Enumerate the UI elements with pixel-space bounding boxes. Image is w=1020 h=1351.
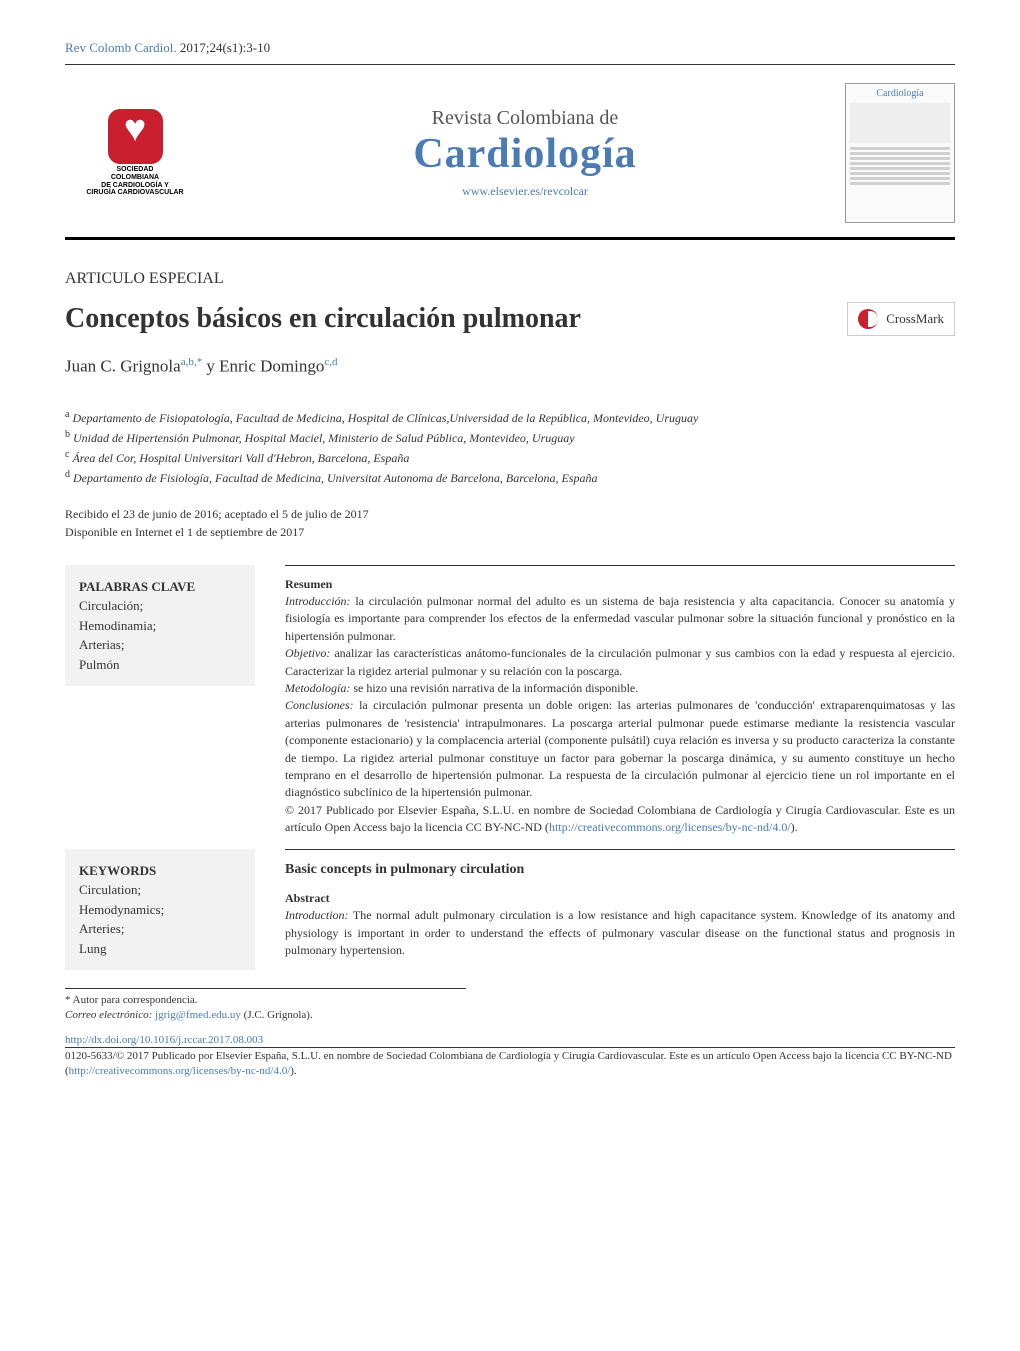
en-intro-text: The normal adult pulmonary circulation i… [285, 908, 955, 957]
email-author: (J.C. Grignola). [241, 1009, 313, 1021]
footnotes: * Autor para correspondencia. Correo ele… [65, 993, 955, 1024]
email-label: Correo electrónico: [65, 1009, 155, 1021]
revista-line: Revista Colombiana de [205, 107, 845, 130]
con-text: la circulación pulmonar presenta un dobl… [285, 698, 955, 799]
cc-link-es[interactable]: http://creativecommons.org/licenses/by-n… [549, 820, 791, 834]
cover-toc-lines [850, 147, 950, 185]
obj-label: Objetivo: [285, 646, 330, 660]
en-intro-label: Introduction: [285, 908, 349, 922]
affiliations: a Departamento de Fisiopatología, Facult… [65, 407, 955, 487]
author-1-sup: a,b,* [181, 356, 202, 368]
affil-d: Departamento de Fisiología, Facultad de … [73, 471, 597, 485]
society-l1: SOCIEDAD [86, 166, 183, 174]
journal-url[interactable]: www.elsevier.es/revcolcar [205, 184, 845, 199]
palabra-2: Hemodinamia; [79, 616, 241, 636]
journal-banner: SOCIEDAD COLOMBIANA DE CARDIOLOGÍA Y CIR… [65, 65, 955, 240]
author-1: Juan C. Grignola [65, 357, 181, 376]
society-logo: SOCIEDAD COLOMBIANA DE CARDIOLOGÍA Y CIR… [65, 106, 205, 201]
heart-icon [108, 109, 163, 164]
obj-text: analizar las características anátomo-fun… [285, 646, 955, 677]
society-text: SOCIEDAD COLOMBIANA DE CARDIOLOGÍA Y CIR… [86, 166, 183, 197]
citation-line: Rev Colomb Cardiol. 2017;24(s1):3-10 [65, 40, 955, 65]
abstract-en-head: Abstract [285, 890, 955, 907]
article-title: Conceptos básicos en circulación pulmona… [65, 303, 581, 335]
footnote-separator [65, 988, 466, 989]
palabra-1: Circulación; [79, 596, 241, 616]
abstract-en: Basic concepts in pulmonary circulation … [255, 849, 955, 971]
keyword-4: Lung [79, 939, 241, 959]
keyword-2: Hemodynamics; [79, 900, 241, 920]
crossmark-icon [858, 309, 878, 329]
journal-abbrev: Rev Colomb Cardiol. [65, 40, 177, 55]
affil-c: Área del Cor, Hospital Universitari Vall… [72, 451, 409, 465]
society-l2: COLOMBIANA [86, 174, 183, 182]
abstract-en-block: KEYWORDS Circulation; Hemodynamics; Arte… [65, 849, 955, 971]
keyword-1: Circulation; [79, 880, 241, 900]
abstract-es-block: PALABRAS CLAVE Circulación; Hemodinamia;… [65, 565, 955, 837]
palabras-clave-box: PALABRAS CLAVE Circulación; Hemodinamia;… [65, 565, 255, 687]
con-label: Conclusiones: [285, 698, 354, 712]
author-2-sup: c,d [324, 356, 337, 368]
author-2: Enric Domingo [219, 357, 324, 376]
en-title: Basic concepts in pulmonary circulation [285, 860, 955, 880]
met-text: se hizo una revisión narrativa de la inf… [350, 681, 638, 695]
bottom-copyright: 0120-5633/© 2017 Publicado por Elsevier … [65, 1047, 955, 1080]
doi-link[interactable]: http://dx.doi.org/10.1016/j.rccar.2017.0… [65, 1034, 955, 1046]
intro-label: Introducción: [285, 594, 351, 608]
cc-link-bottom[interactable]: http://creativecommons.org/licenses/by-n… [69, 1065, 291, 1077]
cover-thumbnail: Cardiología [845, 83, 955, 223]
authors: Juan C. Grignolaa,b,* y Enric Domingoc,d [65, 356, 955, 377]
date-received: Recibido el 23 de junio de 2016; aceptad… [65, 505, 955, 523]
crossmark-label: CrossMark [886, 311, 944, 327]
keywords-box: KEYWORDS Circulation; Hemodynamics; Arte… [65, 849, 255, 971]
corr-author-note: * Autor para correspondencia. [65, 993, 955, 1008]
cardiologia-line: Cardiología [205, 130, 845, 178]
intro-text: la circulación pulmonar normal del adult… [285, 594, 955, 643]
affil-b: Unidad de Hipertensión Pulmonar, Hospita… [73, 431, 575, 445]
authors-sep: y [202, 357, 219, 376]
citation-yearvol-text: 2017;24(s1):3-10 [180, 40, 270, 55]
article-type: ARTICULO ESPECIAL [65, 270, 955, 288]
society-l4: CIRUGÍA CARDIOVASCULAR [86, 189, 183, 197]
bottom-end: ). [290, 1065, 296, 1077]
es-copyright-end: ). [791, 820, 798, 834]
abstract-es: Resumen Introducción: la circulación pul… [255, 565, 955, 837]
affil-a: Departamento de Fisiopatología, Facultad… [72, 411, 698, 425]
palabra-4: Pulmón [79, 655, 241, 675]
keywords-head: KEYWORDS [79, 861, 241, 881]
met-label: Metodología: [285, 681, 350, 695]
corr-email[interactable]: jgrig@fmed.edu.uy [155, 1009, 241, 1021]
cover-title: Cardiología [850, 88, 950, 99]
article-dates: Recibido el 23 de junio de 2016; aceptad… [65, 505, 955, 541]
date-online: Disponible en Internet el 1 de septiembr… [65, 523, 955, 541]
palabras-head: PALABRAS CLAVE [79, 577, 241, 597]
keyword-3: Arteries; [79, 919, 241, 939]
crossmark-badge[interactable]: CrossMark [847, 302, 955, 336]
resumen-head: Resumen [285, 576, 955, 593]
banner-center: Revista Colombiana de Cardiología www.el… [205, 107, 845, 199]
palabra-3: Arterias; [79, 635, 241, 655]
cover-image-placeholder [850, 103, 950, 143]
